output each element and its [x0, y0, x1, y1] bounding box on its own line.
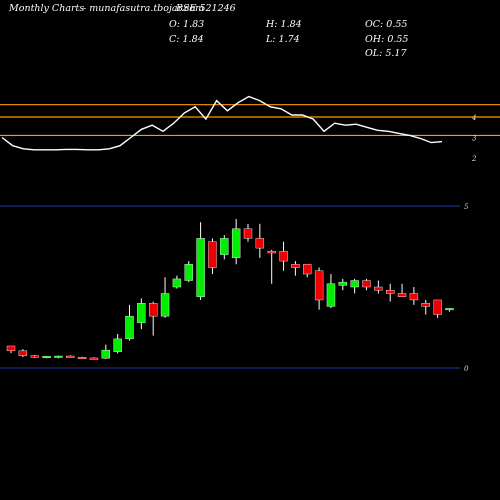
candle-body [374, 286, 383, 291]
ol-label: OL: [365, 48, 383, 59]
candle-body [445, 308, 454, 311]
ol-value: OL: 5.17 [365, 48, 407, 59]
candle-body [208, 241, 217, 268]
candle-body [386, 290, 395, 294]
high-number: 1.84 [280, 19, 302, 30]
candle-body [291, 264, 300, 268]
candle-body [54, 355, 63, 358]
price-panel: 50 [0, 203, 469, 373]
candle-body [66, 355, 75, 358]
indicator-y-tick: 4 [471, 114, 476, 122]
chart-title: Monthly Charts [9, 3, 85, 14]
indicator-panel: 4 3 2 [0, 95, 500, 163]
candle-body [77, 357, 87, 360]
candle-body [125, 315, 134, 340]
open-value: O: 1.83 [169, 19, 204, 30]
close-value: C: 1.84 [169, 34, 204, 45]
oc-number: 0.55 [386, 19, 408, 30]
oc-value: OC: 0.55 [365, 19, 407, 30]
price-y-tick: 0 [464, 365, 469, 373]
candle-body [231, 228, 241, 259]
symbol-label: BSE 521246 [176, 3, 236, 14]
candle-body [137, 303, 146, 323]
oh-number: 0.55 [387, 34, 409, 45]
candle-body [350, 280, 359, 288]
candle-body [184, 264, 193, 281]
low-label: L: [266, 34, 276, 45]
candle-body [421, 303, 430, 307]
candle-body [433, 299, 442, 315]
candle-body [267, 251, 276, 254]
indicator-y-tick: 2 [471, 155, 477, 163]
ol-number: 5.17 [385, 48, 407, 59]
candle-body [160, 293, 170, 317]
source-label: - munafasutra.tbojar.com [83, 3, 205, 14]
candle-body [101, 349, 111, 359]
candle-body [303, 264, 312, 275]
candle-body [397, 293, 407, 297]
candle-body [338, 281, 347, 286]
candle-body [148, 303, 158, 317]
candle-body [113, 338, 122, 352]
indicator-y-tick: 3 [472, 135, 477, 143]
candle-body [314, 270, 324, 301]
oh-label: OH: [365, 34, 385, 45]
candle-body [220, 238, 229, 255]
high-value: H: 1.84 [266, 19, 302, 30]
close-number: 1.84 [182, 34, 204, 45]
candle-body [30, 355, 39, 358]
candle-body [89, 357, 99, 360]
candle-body [196, 238, 205, 297]
candle-body [18, 350, 28, 356]
price-y-tick: 5 [464, 203, 469, 211]
candle-body [279, 251, 288, 262]
open-number: 1.83 [183, 19, 205, 30]
candle-body [243, 228, 253, 239]
candle-body [362, 280, 371, 288]
close-label: C: [169, 34, 180, 45]
oh-value: OH: 0.55 [365, 34, 408, 45]
open-label: O: [169, 19, 180, 30]
high-label: H: [266, 19, 278, 30]
candle-body [255, 238, 265, 249]
indicator-line [1, 95, 443, 151]
candle-body [42, 356, 51, 359]
candle-body [172, 278, 182, 288]
candle-body [6, 345, 16, 352]
candle-body [326, 283, 336, 307]
candle-body [409, 293, 419, 301]
oc-label: OC: [365, 19, 384, 30]
low-value: L: 1.74 [266, 34, 300, 45]
low-number: 1.74 [278, 34, 300, 45]
